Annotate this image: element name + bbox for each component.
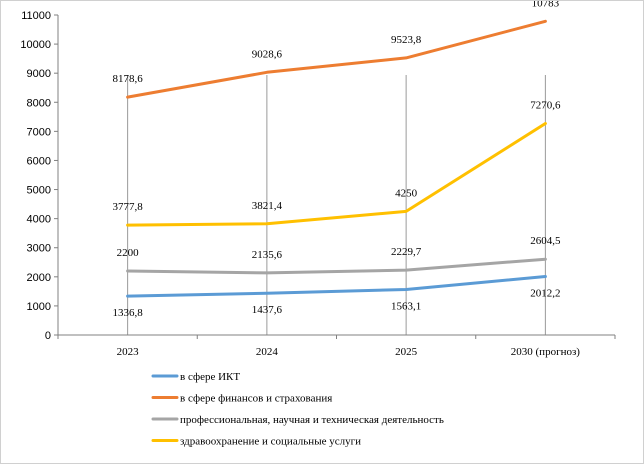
series-line-2 [126,257,547,275]
series-line-0 [126,275,547,298]
data-label-s1-2: 9523,8 [391,34,422,46]
x-tick-label-2: 2025 [395,346,418,358]
legend-label-3: здравоохранение и социальные услуги [180,436,361,448]
y-tick-label-10: 10000 [20,39,51,51]
legend-label-0: в сфере ИКТ [180,371,240,383]
x-axis-ticks: 2023 2024 2025 2030 (прогноз) [57,335,616,358]
y-tick-label-9: 9000 [27,68,51,80]
data-label-s1-3: 10783 [532,1,560,9]
data-label-s3-0: 3777,8 [113,201,144,213]
series-line-1 [126,19,547,99]
x-tick-label-0: 2023 [117,346,140,358]
x-tick-label-1: 2024 [256,346,279,358]
data-label-s3-1: 3821,4 [252,200,283,212]
x-tick-label-3: 2030 (прогноз) [511,346,581,358]
y-tick-label-0: 0 [45,330,51,342]
y-tick-label-2: 2000 [27,272,51,284]
data-label-s0-3: 2012,2 [530,287,560,299]
data-label-s1-0: 8178,6 [113,73,144,85]
legend-label-1: в сфере финансов и страхования [180,393,332,405]
y-tick-label-6: 6000 [27,155,51,167]
legend: в сфере ИКТ в сфере финансов и страховани… [151,371,444,448]
data-label-s0-0: 1336,8 [113,307,144,319]
grid-lines [127,75,546,335]
y-tick-label-5: 5000 [27,185,51,197]
y-tick-label-3: 3000 [27,243,51,255]
data-label-s3-3: 7270,6 [530,99,561,111]
y-tick-label-4: 4000 [27,214,51,226]
data-label-s2-1: 2135,6 [252,249,283,261]
data-labels: 1336,8 1437,6 1563,1 2012,2 8178,6 9028,6 9523… [113,1,562,319]
data-label-s2-0: 2200 [117,247,140,259]
y-tick-label-11: 11000 [21,10,51,22]
data-label-s3-2: 4250 [395,187,418,199]
y-axis-ticks: 0 1000 2000 3000 4000 5000 6000 7000 8000 9000 100… [20,10,58,342]
data-label-s0-2: 1563,1 [391,301,421,313]
series-lines [126,19,547,298]
data-label-s0-1: 1437,6 [252,304,283,316]
data-label-s2-3: 2604,5 [530,235,561,247]
series-line-3 [126,122,547,227]
legend-label-2: профессиональная, научная и техническая … [180,414,444,426]
data-label-s2-2: 2229,7 [391,246,422,258]
y-tick-label-7: 7000 [27,126,51,138]
y-tick-label-1: 1000 [27,301,51,313]
y-tick-label-8: 8000 [27,97,51,109]
data-label-s1-1: 9028,6 [252,48,283,60]
